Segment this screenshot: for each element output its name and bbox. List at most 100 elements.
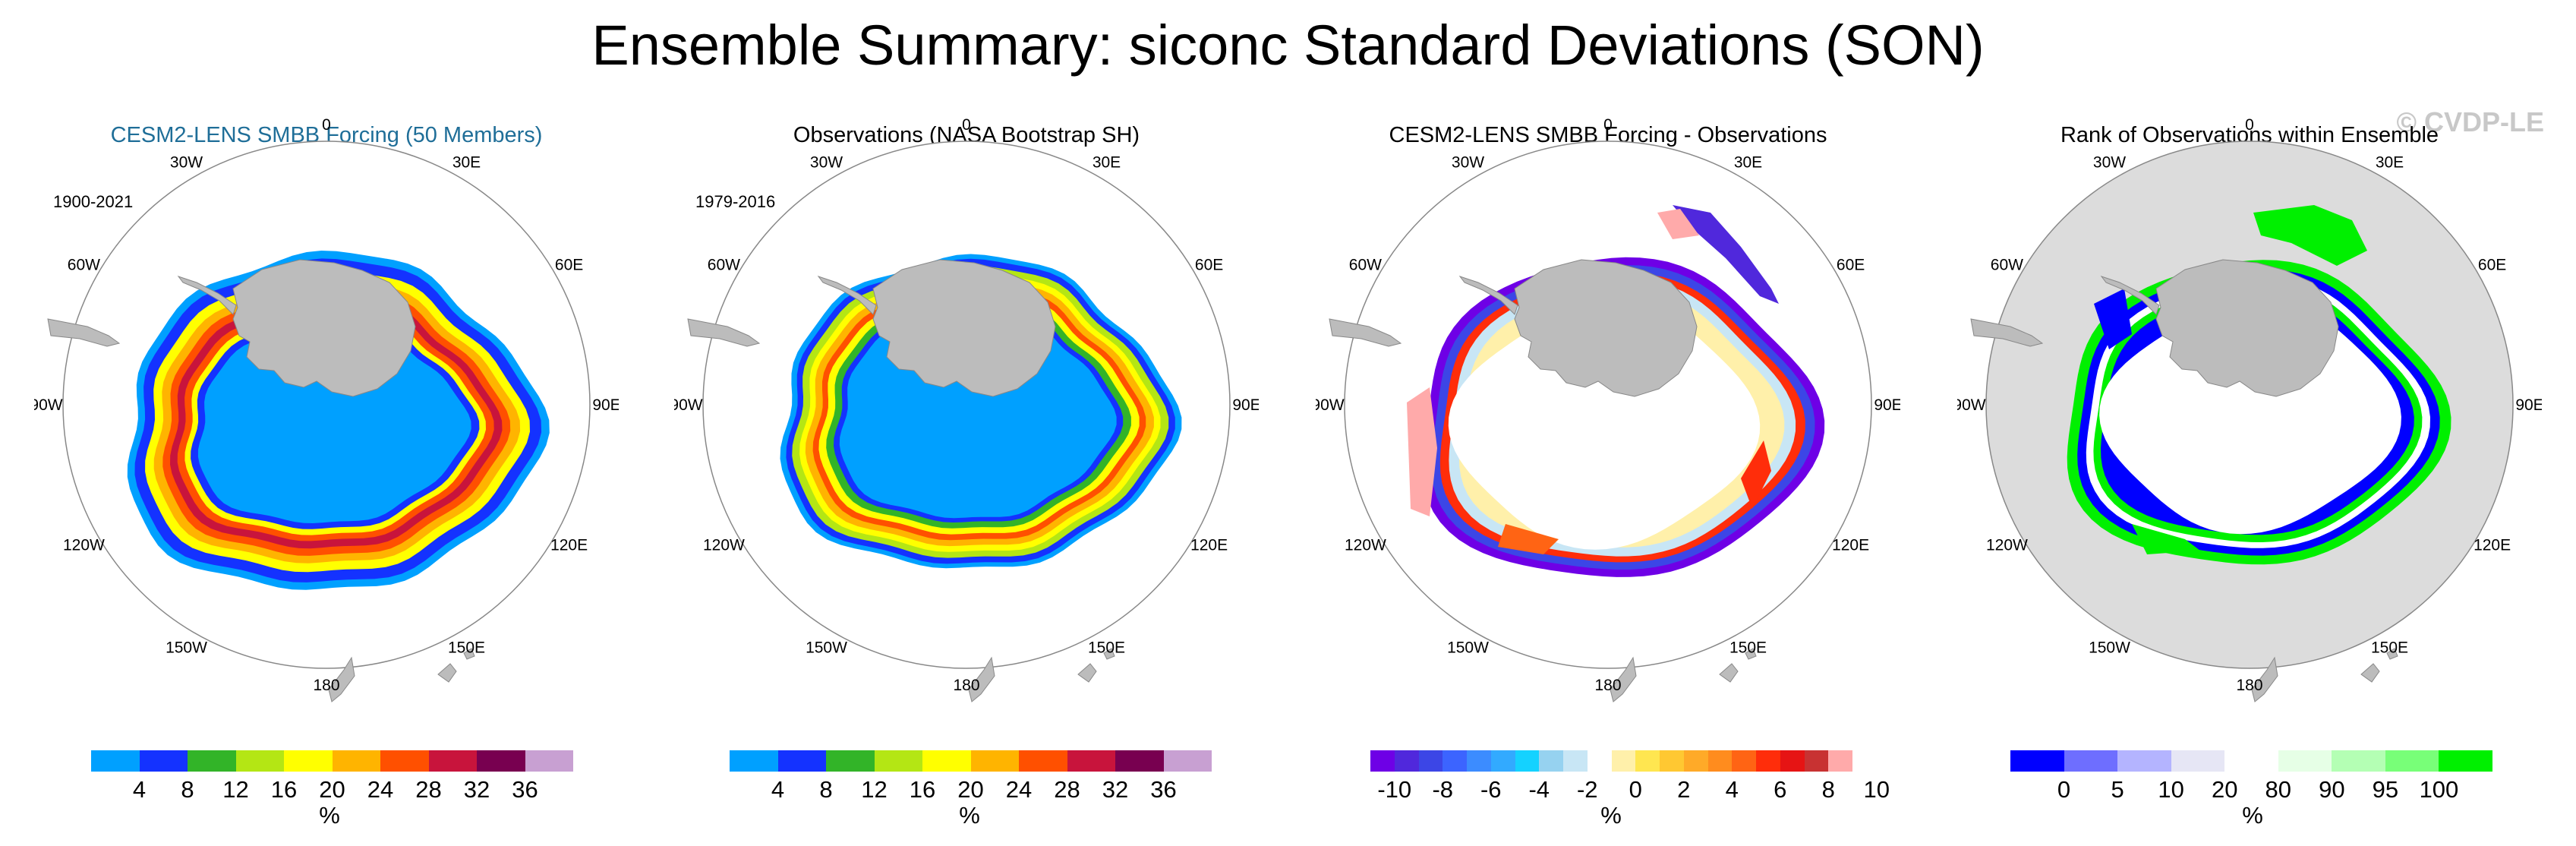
longitude-label: 60E: [2478, 257, 2506, 274]
longitude-label: 90W: [1316, 396, 1345, 414]
longitude-label: 180: [953, 677, 979, 694]
longitude-label: 60E: [1837, 257, 1865, 274]
colorbar-unit: %: [319, 802, 340, 829]
colorbar-tick-label: -10: [1377, 776, 1412, 803]
longitude-label: 90W: [1957, 396, 1986, 414]
longitude-label: 150E: [1088, 639, 1125, 657]
longitude-label: 30W: [2093, 153, 2126, 171]
landmass: [1970, 259, 2398, 702]
colorbar-tick-label: 28: [415, 776, 442, 803]
longitude-label: 150W: [1447, 639, 1489, 657]
longitude-label: 90E: [2515, 396, 2542, 414]
longitude-label: 180: [313, 677, 339, 694]
longitude-label: 60E: [555, 257, 583, 274]
colorbar: [1370, 750, 1852, 772]
colorbar-swatch: [1067, 750, 1115, 772]
colorbar-swatch: [1467, 750, 1491, 772]
longitude-label: 30E: [452, 153, 481, 171]
longitude-label: 150W: [166, 639, 207, 657]
colorbar-swatch: [91, 750, 140, 772]
longitude-label: 30W: [810, 153, 843, 171]
colorbar-swatch: [1370, 750, 1395, 772]
colorbar-tick-label: 0: [1629, 776, 1642, 803]
watermark: © CVDP-LE: [2396, 106, 2544, 137]
longitude-label: 60W: [1349, 257, 1382, 274]
longitude-label: 180: [2236, 677, 2262, 694]
colorbar-swatch: [874, 750, 922, 772]
colorbar-swatch: [2439, 750, 2492, 772]
colorbar-tick-label: 12: [861, 776, 888, 803]
colorbar: [730, 750, 1212, 772]
colorbar-tick-label: 20: [319, 776, 345, 803]
colorbar-swatch: [2224, 750, 2278, 772]
panel-model-std: CESM2-LENS SMBB Forcing (50 Members) 190…: [34, 114, 619, 835]
colorbar-swatch: [1490, 750, 1515, 772]
colorbar-tick-label: 12: [222, 776, 249, 803]
colorbar-tick-label: 0: [2057, 776, 2071, 803]
longitude-label: 150E: [448, 639, 485, 657]
colorbar-unit: %: [2242, 802, 2263, 829]
longitude-label: 150E: [1729, 639, 1767, 657]
colorbar-tick-label: 10: [1863, 776, 1890, 803]
longitude-label: 30E: [2376, 153, 2404, 171]
colorbar-tick-label: 2: [1677, 776, 1691, 803]
colorbar-swatch: [1683, 750, 1708, 772]
colorbar-swatch: [777, 750, 826, 772]
longitude-label: 90E: [1874, 396, 1900, 414]
colorbar-swatch: [428, 750, 477, 772]
colorbar-swatch: [235, 750, 284, 772]
longitude-label: 60W: [1991, 257, 2023, 274]
longitude-label: 120E: [1190, 537, 1228, 554]
colorbar-swatch: [730, 750, 778, 772]
colorbar-tick-label: 36: [512, 776, 538, 803]
colorbar-swatch: [1587, 750, 1612, 772]
longitude-label: 0: [1603, 116, 1613, 134]
colorbar-tick-label: 10: [2158, 776, 2184, 803]
longitude-label: 90E: [592, 396, 619, 414]
colorbar-tick-label: 95: [2372, 776, 2399, 803]
colorbar-tick-label: 6: [1774, 776, 1787, 803]
longitude-label: 90W: [674, 396, 703, 414]
longitude-label: 30E: [1734, 153, 1762, 171]
longitude-label: 30W: [1452, 153, 1484, 171]
colorbar-swatch: [1394, 750, 1419, 772]
colorbar-tick-label: 20: [957, 776, 984, 803]
polar-map: 0 30E 60E 90E 120E 150E 180 150W 120W 90W 60W 30W: [1957, 116, 2542, 702]
colorbar-tick-label: -8: [1432, 776, 1454, 803]
colorbar-swatch: [1635, 750, 1660, 772]
sea-ice-field: [127, 251, 550, 590]
longitude-label: 120W: [63, 537, 105, 554]
colorbar-swatch: [1804, 750, 1829, 772]
longitude-label: 120W: [1345, 537, 1386, 554]
colorbar-swatch: [922, 750, 971, 772]
longitude-label: 150W: [806, 639, 847, 657]
colorbar-swatch: [1756, 750, 1780, 772]
colorbar-swatch: [2385, 750, 2439, 772]
colorbar-swatch: [2064, 750, 2118, 772]
panel-difference: CESM2-LENS SMBB Forcing - Observations 0…: [1316, 114, 1900, 835]
period-label: 1979-2016: [695, 192, 776, 211]
colorbar-swatch: [1611, 750, 1636, 772]
colorbar-tick-label: 4: [132, 776, 147, 803]
longitude-label: 120E: [2474, 537, 2511, 554]
colorbar-tick-label: 4: [1725, 776, 1739, 803]
colorbar-swatch: [1115, 750, 1164, 772]
colorbar-tick-label: 5: [2111, 776, 2124, 803]
longitude-label: 180: [1594, 677, 1621, 694]
colorbar-tick-label: -4: [1528, 776, 1550, 803]
colorbar-swatch: [1539, 750, 1563, 772]
colorbar-tick-label: 32: [1102, 776, 1129, 803]
colorbar-swatch: [2171, 750, 2225, 772]
panel-rank: Rank of Observations within Ensemble 0 30…: [1957, 114, 2542, 835]
colorbar-swatch: [1418, 750, 1443, 772]
longitude-label: 90E: [1232, 396, 1259, 414]
colorbar-swatch: [1732, 750, 1756, 772]
colorbar-swatch: [1660, 750, 1684, 772]
colorbar-swatch: [970, 750, 1019, 772]
colorbar-swatch: [525, 750, 573, 772]
landmass: [47, 259, 475, 702]
colorbar-swatch: [1442, 750, 1467, 772]
polar-map: 0 30E 60E 90E 120E 150E 180 150W 120W 90W 60W 30W: [674, 116, 1259, 702]
colorbar-tick-label: 8: [819, 776, 833, 803]
colorbar-tick-label: 16: [909, 776, 936, 803]
